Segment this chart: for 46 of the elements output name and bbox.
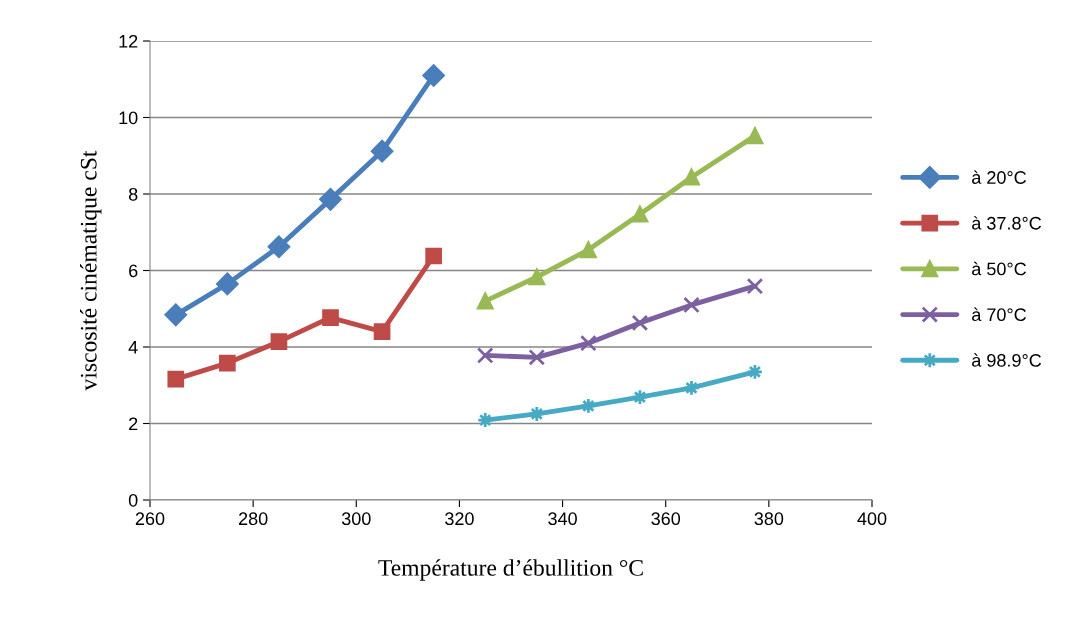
legend-label: à 70°C [972,307,1027,322]
legend-label: à 98.9°C [972,353,1042,367]
point [476,347,494,364]
point [528,268,546,286]
point [219,354,236,372]
legend-label: à 50°C [972,261,1027,276]
y-tick-label: 2 [129,417,138,431]
point [631,314,649,332]
x-tick-label: 380 [754,512,784,526]
x-tick-label: 340 [548,512,577,526]
x-tick-label: 360 [651,512,681,526]
legend-label: à 20°C [972,170,1027,184]
point [370,139,394,163]
point [164,303,187,327]
point [319,188,342,211]
x-tick-label: 260 [135,512,165,526]
point [580,334,597,352]
y-tick-label: 6 [129,264,138,278]
legend-label: à 37.8°C [972,216,1042,230]
point [746,125,764,145]
point [216,272,239,296]
point [267,235,291,258]
y-tick-label: 0 [128,493,138,507]
point [425,247,442,265]
x-tick-label: 320 [445,512,474,526]
x-tick-label: 280 [238,512,268,526]
y-axis-title: viscosité cinématique cSt [80,150,102,391]
x-tick-label: 300 [341,512,371,526]
point [322,309,339,326]
y-tick-label: 8 [128,187,138,201]
x-axis-title: Température d’ébullition °C [378,559,643,581]
y-tick-label: 4 [128,341,138,354]
point [683,296,700,314]
point [422,64,445,87]
y-tick-label: 10 [119,111,138,125]
x-tick-label: 400 [857,512,887,526]
point [631,205,649,223]
point [476,292,494,310]
y-tick-label: 12 [119,34,138,48]
point [746,277,764,295]
point [528,348,546,366]
point [580,241,597,259]
point [683,168,700,186]
point [167,370,185,388]
point [270,333,288,350]
point [373,323,391,341]
